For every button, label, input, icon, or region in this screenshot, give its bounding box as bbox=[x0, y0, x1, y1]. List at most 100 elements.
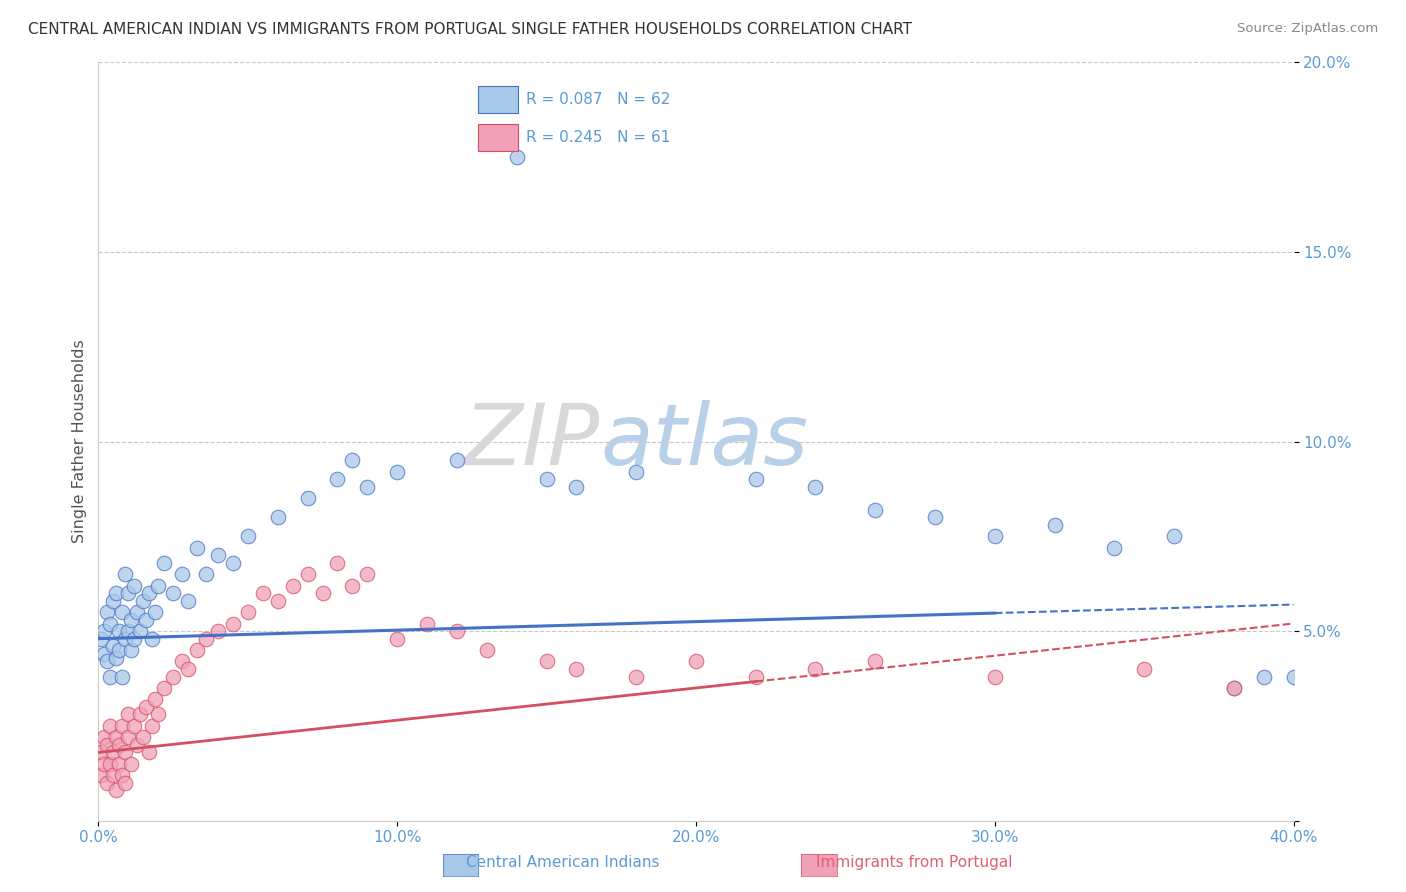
Point bbox=[1163, 529, 1185, 543]
Point bbox=[311, 586, 333, 600]
Point bbox=[536, 473, 558, 487]
Point bbox=[124, 719, 146, 733]
Point bbox=[132, 730, 155, 744]
Point bbox=[195, 567, 218, 582]
Point bbox=[565, 662, 588, 676]
Point bbox=[162, 586, 184, 600]
Point bbox=[117, 624, 139, 639]
Point bbox=[124, 632, 146, 646]
Point bbox=[105, 650, 128, 665]
Point bbox=[536, 655, 558, 669]
Point bbox=[342, 579, 364, 593]
Point bbox=[135, 613, 157, 627]
Point bbox=[103, 639, 125, 653]
Point bbox=[105, 730, 128, 744]
Point bbox=[1282, 669, 1305, 684]
Point bbox=[984, 529, 1007, 543]
Text: Source: ZipAtlas.com: Source: ZipAtlas.com bbox=[1237, 22, 1378, 36]
Point bbox=[153, 681, 176, 695]
Point bbox=[103, 768, 125, 782]
Text: ZIP: ZIP bbox=[464, 400, 600, 483]
Point bbox=[132, 594, 155, 608]
Point bbox=[148, 707, 170, 722]
Point bbox=[96, 655, 118, 669]
Point bbox=[984, 669, 1007, 684]
Point bbox=[172, 655, 194, 669]
Point bbox=[475, 643, 498, 657]
Point bbox=[626, 669, 648, 684]
Point bbox=[108, 756, 131, 771]
Point bbox=[98, 756, 122, 771]
Point bbox=[93, 756, 115, 771]
Point bbox=[172, 567, 194, 582]
Point bbox=[138, 586, 160, 600]
Point bbox=[804, 480, 827, 494]
Point bbox=[745, 473, 768, 487]
Point bbox=[416, 616, 439, 631]
Point bbox=[207, 624, 229, 639]
Point bbox=[127, 738, 149, 752]
Point bbox=[865, 503, 887, 517]
Point bbox=[148, 579, 170, 593]
Point bbox=[98, 669, 122, 684]
Point bbox=[111, 768, 134, 782]
Point bbox=[1104, 541, 1126, 555]
Point bbox=[96, 605, 118, 619]
Point bbox=[114, 746, 136, 760]
Point bbox=[1133, 662, 1156, 676]
Point bbox=[129, 624, 152, 639]
Point bbox=[103, 594, 125, 608]
Point bbox=[98, 616, 122, 631]
Point bbox=[103, 746, 125, 760]
Point bbox=[143, 605, 166, 619]
Point bbox=[108, 643, 131, 657]
Point bbox=[96, 738, 118, 752]
Point bbox=[93, 624, 115, 639]
Point bbox=[1043, 517, 1066, 532]
Point bbox=[1253, 669, 1275, 684]
Point bbox=[297, 567, 319, 582]
Point bbox=[236, 529, 259, 543]
Point bbox=[117, 586, 139, 600]
Point bbox=[385, 632, 409, 646]
Point bbox=[98, 719, 122, 733]
Point bbox=[114, 776, 136, 790]
Point bbox=[222, 616, 245, 631]
Point bbox=[177, 594, 200, 608]
Point bbox=[685, 655, 707, 669]
Point bbox=[117, 707, 139, 722]
Point bbox=[105, 783, 128, 797]
Point bbox=[105, 586, 128, 600]
Point bbox=[745, 669, 768, 684]
Point bbox=[108, 738, 131, 752]
Point bbox=[90, 768, 112, 782]
Point bbox=[207, 548, 229, 563]
Point bbox=[111, 605, 134, 619]
Point bbox=[93, 730, 115, 744]
Point bbox=[114, 567, 136, 582]
Point bbox=[177, 662, 200, 676]
Point bbox=[356, 567, 378, 582]
Point bbox=[267, 594, 290, 608]
Point bbox=[120, 643, 142, 657]
Point bbox=[252, 586, 274, 600]
Point bbox=[342, 453, 364, 467]
Point bbox=[297, 491, 319, 506]
Text: CENTRAL AMERICAN INDIAN VS IMMIGRANTS FROM PORTUGAL SINGLE FATHER HOUSEHOLDS COR: CENTRAL AMERICAN INDIAN VS IMMIGRANTS FR… bbox=[28, 22, 912, 37]
Point bbox=[195, 632, 218, 646]
Point bbox=[93, 647, 115, 661]
Point bbox=[186, 541, 208, 555]
Y-axis label: Single Father Households: Single Father Households bbox=[72, 340, 87, 543]
Point bbox=[108, 624, 131, 639]
Point bbox=[326, 473, 349, 487]
Point bbox=[111, 669, 134, 684]
Point bbox=[326, 556, 349, 570]
Point bbox=[804, 662, 827, 676]
Point bbox=[186, 643, 208, 657]
Point bbox=[385, 465, 409, 479]
Point bbox=[111, 719, 134, 733]
Point bbox=[96, 776, 118, 790]
Point bbox=[865, 655, 887, 669]
Point bbox=[281, 579, 304, 593]
Point bbox=[236, 605, 259, 619]
